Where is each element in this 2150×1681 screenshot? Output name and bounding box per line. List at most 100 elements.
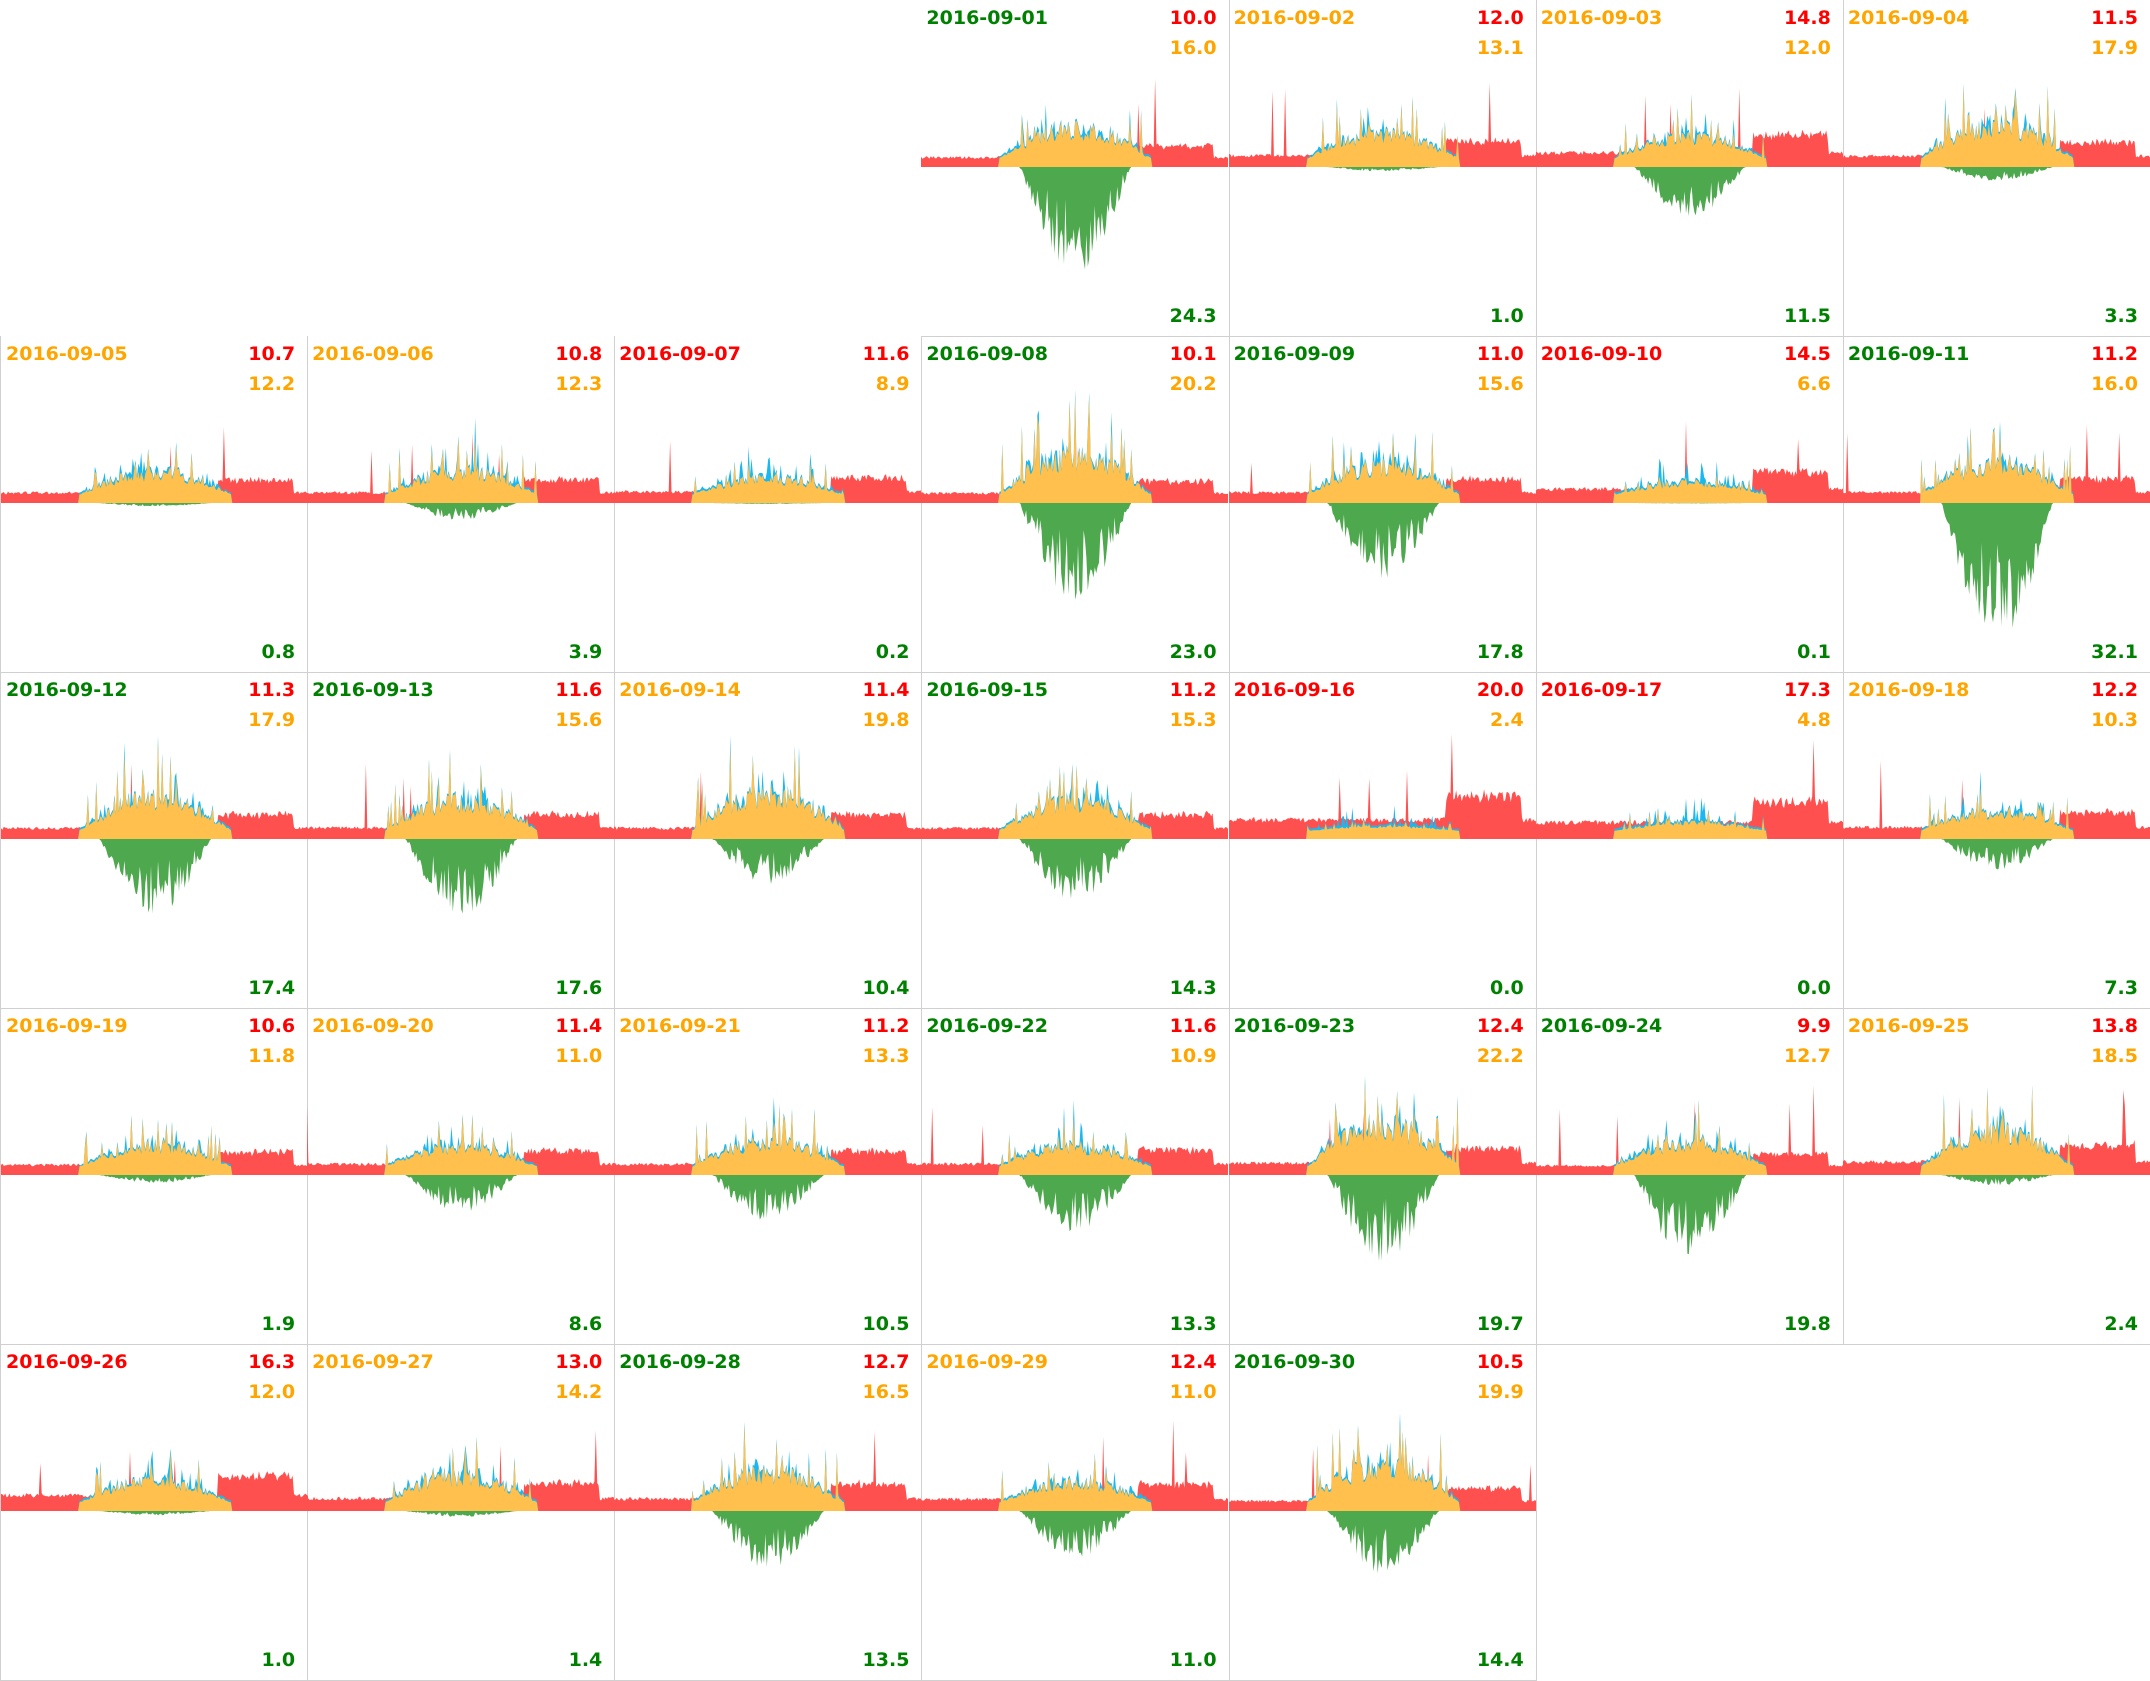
red-value-label: 11.2: [863, 1017, 910, 1036]
orange-value-label: 12.3: [555, 375, 602, 394]
consumption-area: [1229, 734, 1536, 839]
export-area: [1, 839, 308, 914]
red-value-label: 11.6: [863, 345, 910, 364]
export-area: [1843, 503, 2150, 628]
day-date-label: 2016-09-11: [1848, 345, 1970, 364]
day-date-label: 2016-09-23: [1234, 1017, 1356, 1036]
export-area: [307, 1511, 614, 1517]
export-area: [614, 1175, 921, 1220]
green-value-label: 19.8: [1784, 1315, 1831, 1334]
green-value-label: 3.3: [2104, 307, 2138, 326]
export-area: [1229, 1511, 1536, 1574]
green-value-label: 0.2: [876, 643, 910, 662]
green-value-label: 0.1: [1797, 643, 1831, 662]
day-date-label: 2016-09-28: [619, 1353, 741, 1372]
red-value-label: 16.3: [248, 1353, 295, 1372]
orange-value-label: 10.3: [2091, 711, 2138, 730]
orange-value-label: 6.6: [1797, 375, 1831, 394]
export-area: [1229, 1175, 1536, 1261]
day-date-label: 2016-09-10: [1541, 345, 1663, 364]
red-value-label: 11.4: [863, 681, 910, 700]
export-area: [307, 839, 614, 914]
export-area: [1536, 1175, 1843, 1254]
orange-value-label: 17.9: [2091, 39, 2138, 58]
orange-value-label: 12.0: [248, 1383, 295, 1402]
red-value-label: 17.3: [1784, 681, 1831, 700]
green-value-label: 10.5: [863, 1315, 910, 1334]
day-date-label: 2016-09-14: [619, 681, 741, 700]
export-area: [921, 1511, 1228, 1557]
red-value-label: 12.4: [1477, 1017, 1524, 1036]
day-date-label: 2016-09-04: [1848, 9, 1970, 28]
green-value-label: 8.6: [569, 1315, 603, 1334]
orange-value-label: 8.9: [876, 375, 910, 394]
orange-value-label: 2.4: [1490, 711, 1524, 730]
red-value-label: 12.7: [863, 1353, 910, 1372]
export-area: [1843, 1175, 2150, 1185]
green-value-label: 32.1: [2091, 643, 2138, 662]
day-cell: 2016-09-10 14.5 6.6 0.1: [1536, 336, 1844, 673]
green-value-label: 11.0: [1170, 1651, 1217, 1670]
green-value-label: 19.7: [1477, 1315, 1524, 1334]
day-date-label: 2016-09-21: [619, 1017, 741, 1036]
orange-value-label: 11.0: [555, 1047, 602, 1066]
day-date-label: 2016-09-12: [6, 681, 128, 700]
orange-value-label: 12.0: [1784, 39, 1831, 58]
red-value-label: 10.8: [555, 345, 602, 364]
green-value-label: 1.0: [1490, 307, 1524, 326]
red-value-label: 14.5: [1784, 345, 1831, 364]
red-value-label: 11.6: [1170, 1017, 1217, 1036]
day-date-label: 2016-09-27: [312, 1353, 434, 1372]
day-date-label: 2016-09-17: [1541, 681, 1663, 700]
day-date-label: 2016-09-20: [312, 1017, 434, 1036]
orange-value-label: 4.8: [1797, 711, 1831, 730]
red-value-label: 11.0: [1477, 345, 1524, 364]
green-value-label: 1.4: [569, 1651, 603, 1670]
export-area: [1229, 503, 1536, 578]
export-area: [921, 167, 1228, 270]
red-value-label: 11.2: [2091, 345, 2138, 364]
export-area: [614, 839, 921, 884]
green-value-label: 14.3: [1170, 979, 1217, 998]
day-date-label: 2016-09-05: [6, 345, 128, 364]
day-date-label: 2016-09-18: [1848, 681, 1970, 700]
orange-value-label: 17.9: [248, 711, 295, 730]
red-value-label: 11.4: [555, 1017, 602, 1036]
orange-value-label: 19.8: [863, 711, 910, 730]
green-value-label: 7.3: [2104, 979, 2138, 998]
day-date-label: 2016-09-08: [926, 345, 1048, 364]
red-value-label: 13.0: [555, 1353, 602, 1372]
orange-value-label: 16.5: [863, 1383, 910, 1402]
green-value-label: 17.6: [555, 979, 602, 998]
red-value-label: 13.8: [2091, 1017, 2138, 1036]
red-value-label: 12.2: [2091, 681, 2138, 700]
export-area: [1229, 167, 1536, 171]
green-value-label: 0.0: [1490, 979, 1524, 998]
red-value-label: 10.7: [248, 345, 295, 364]
export-area: [921, 839, 1228, 899]
green-value-label: 23.0: [1170, 643, 1217, 662]
day-date-label: 2016-09-03: [1541, 9, 1663, 28]
day-cell: 2016-09-20 11.4 11.0 8.6: [307, 1008, 615, 1345]
green-value-label: 13.3: [1170, 1315, 1217, 1334]
orange-value-label: 11.0: [1170, 1383, 1217, 1402]
green-value-label: 24.3: [1170, 307, 1217, 326]
day-date-label: 2016-09-02: [1234, 9, 1356, 28]
